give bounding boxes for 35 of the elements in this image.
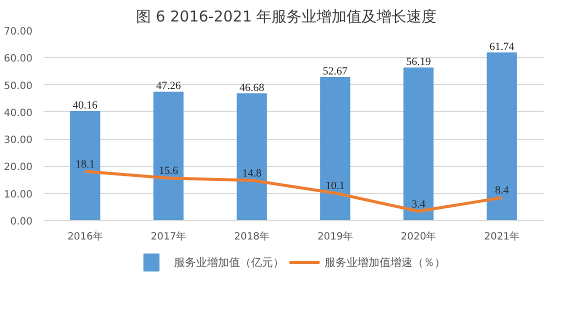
y-tick-label: 60.00	[4, 54, 33, 65]
y-tick-label: 30.00	[4, 135, 33, 146]
data-label: 15.6	[158, 165, 179, 178]
chart-title: 图 6 2016-2021 年服务业增加值及增长速度	[136, 8, 437, 26]
data-label: 56.19	[406, 56, 432, 68]
y-tick-label: 0.00	[10, 216, 32, 228]
bar	[320, 77, 350, 220]
y-tick-label: 20.00	[4, 162, 33, 174]
y-tick-label: 70.00	[4, 26, 33, 38]
data-label: 14.8	[242, 167, 262, 180]
x-tick-label: 2020年	[400, 230, 436, 242]
x-tick-label: 2016年	[67, 230, 103, 242]
data-label: 8.4	[494, 184, 510, 197]
data-label: 61.74	[489, 40, 515, 53]
bar	[403, 67, 434, 220]
bar	[153, 92, 184, 220]
x-tick-label: 2018年	[234, 230, 270, 242]
y-tick-label: 10.00	[4, 189, 33, 200]
bar	[236, 93, 267, 220]
data-label: 46.68	[239, 82, 265, 94]
data-label: 18.1	[76, 158, 95, 170]
data-label: 52.67	[322, 66, 348, 78]
x-tick-label: 2017年	[150, 230, 186, 242]
legend-label: 服务业增加值（亿元）	[174, 256, 284, 269]
y-tick-label: 50.00	[4, 80, 33, 92]
data-label: 40.16	[72, 99, 98, 112]
legend-label: 服务业增加值增速（％）	[324, 256, 446, 269]
data-label: 3.4	[412, 198, 426, 210]
bar	[486, 52, 517, 220]
x-tick-label: 2019年	[317, 230, 353, 242]
data-label: 10.1	[326, 180, 345, 192]
x-tick-label: 2021年	[484, 230, 520, 242]
data-label: 47.26	[156, 80, 182, 92]
y-tick-label: 40.00	[4, 108, 33, 119]
bar	[70, 110, 100, 220]
